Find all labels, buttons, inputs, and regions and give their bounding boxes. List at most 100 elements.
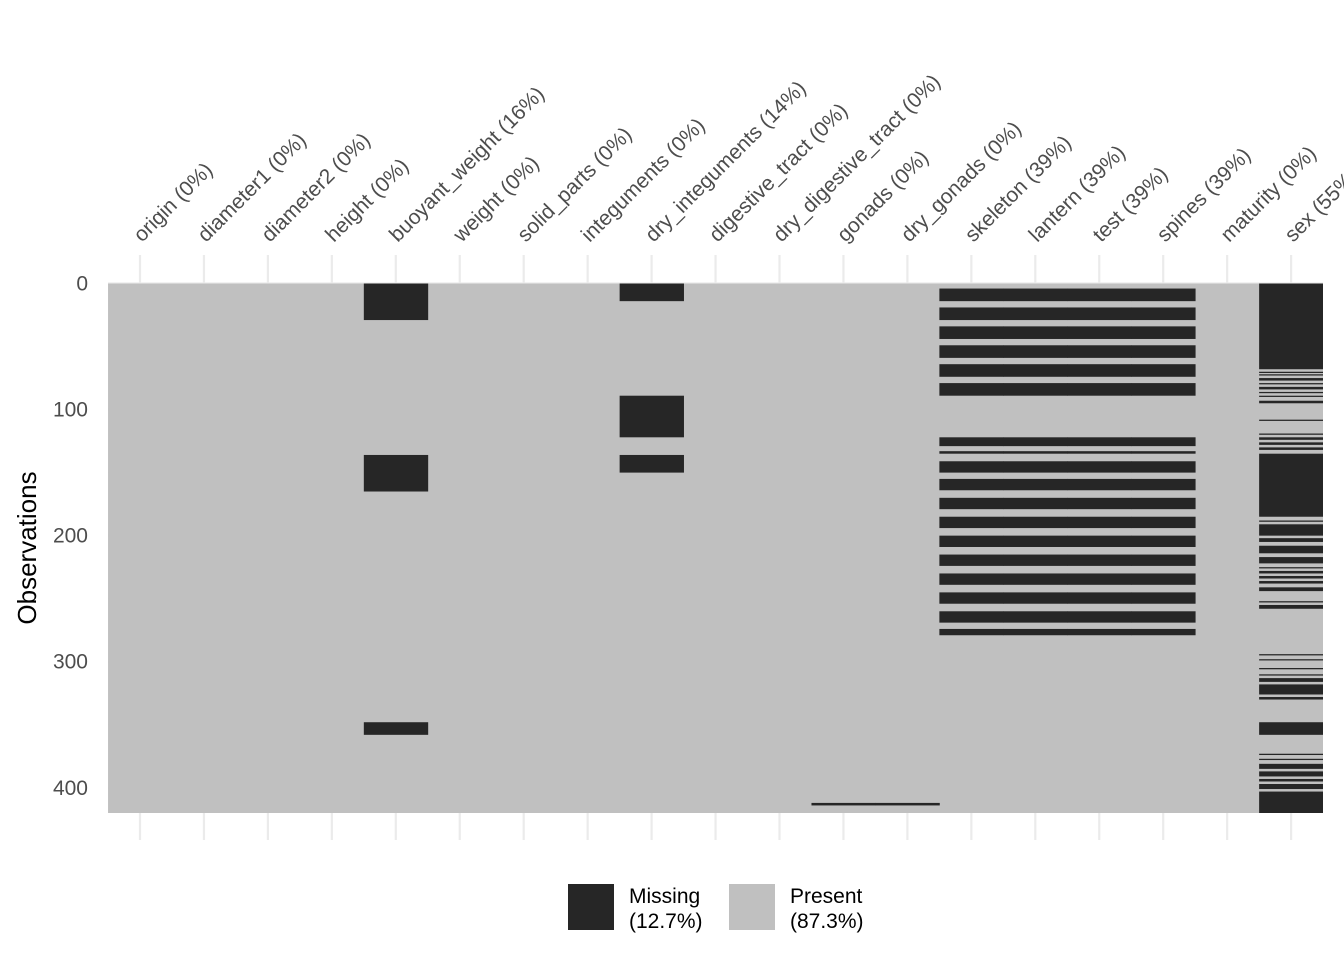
missing-tile [1259,557,1323,564]
missing-tile [1067,364,1132,377]
missing-tile [1259,678,1323,682]
missing-tile [1131,364,1196,377]
missing-tile [619,395,684,438]
missing-tile [1259,668,1323,670]
missing-tile [1003,326,1068,339]
missing-tile [1259,545,1323,554]
missing-tile [1067,628,1132,636]
missing-tile [1259,581,1323,584]
y-tick-label: 300 [53,651,88,674]
missing-tile [1003,437,1068,447]
missing-tile [1259,654,1323,656]
missing-tile [1259,437,1323,440]
missing-tile [1131,307,1196,321]
missing-tile [939,451,1004,454]
missing-tile [1259,433,1323,435]
missing-tile [619,454,684,473]
missing-tile [1067,461,1132,473]
missing-tile [1259,587,1323,592]
missing-tile [1259,371,1323,374]
missing-tile [1067,516,1132,529]
missing-tile [1003,383,1068,396]
missing-tile [1259,400,1323,404]
missing-tile [1131,461,1196,473]
legend: Missing(12.7%) Present(87.3%) [568,884,864,933]
missing-tile [1003,516,1068,529]
missing-tile [1259,674,1323,676]
missing-tile [1259,791,1323,813]
y-tick-label: 100 [53,399,88,422]
legend-label-missing: Missing [629,885,700,908]
missing-tile [1259,722,1323,735]
present-tile [1067,283,1132,813]
missing-tile [1131,478,1196,491]
y-tick-label: 200 [53,525,88,548]
missing-tile [939,592,1004,604]
present-tile [619,283,684,813]
missing-tile [1131,497,1196,510]
legend-key-present [729,884,775,930]
missing-tile [1259,604,1323,609]
missing-tile [1067,611,1132,623]
present-tile [1003,283,1068,813]
missing-tile [1131,437,1196,447]
missing-tile [363,283,429,321]
missing-tile [1003,478,1068,491]
missing-tile [1259,419,1323,421]
missing-tile [1131,516,1196,529]
missing-tile [811,802,876,806]
present-tile [427,283,493,813]
missing-tile [939,326,1004,339]
missing-tile [939,535,1004,547]
missing-tile [1259,684,1323,695]
missing-tile [1067,497,1132,510]
missing-tile [1003,573,1068,585]
present-tile [555,283,621,813]
missing-tile [1259,771,1323,777]
column-labels: origin (0%)diameter1 (0%)diameter2 (0%)h… [129,70,1344,247]
present-tile [1195,283,1260,813]
missing-tile [619,283,684,302]
missing-tile [939,628,1004,636]
missing-tile [939,497,1004,510]
missing-tile [1259,570,1323,574]
missing-tile [1131,345,1196,358]
missing-tile [1067,383,1132,396]
missing-tile [1259,697,1323,700]
missing-tile [363,454,429,492]
missing-tile [1003,345,1068,358]
present-tile [491,283,557,813]
missing-tile [939,573,1004,585]
missing-tile [939,383,1004,396]
missing-tile [939,437,1004,447]
present-tile [171,283,237,813]
missing-tile [939,516,1004,529]
missing-tile [1259,778,1323,782]
missing-tile [939,364,1004,377]
missing-tile [1259,442,1323,445]
missing-tile [1067,478,1132,491]
missing-tile [875,802,940,806]
missing-tile [939,461,1004,473]
missing-tile [1259,753,1323,756]
missing-tile [1003,461,1068,473]
missing-tile [1067,554,1132,566]
missing-tile [363,722,429,735]
missing-tile [1259,538,1323,542]
missing-tile [1259,524,1323,536]
missing-tile [1131,535,1196,547]
missing-tile [1131,573,1196,585]
present-tile [939,283,1004,813]
missing-tile [939,554,1004,566]
present-tile [299,283,365,813]
column-label: dry_gonads (0%) [897,117,1026,246]
missing-tile [1259,575,1323,579]
missing-tile [1259,763,1323,769]
missing-tile [1067,326,1132,339]
missing-tile [1259,784,1323,790]
missing-tile [1003,288,1068,302]
missing-tile [939,345,1004,358]
missing-tile [1259,383,1323,385]
missing-tile [1003,535,1068,547]
missing-tile [1067,288,1132,302]
